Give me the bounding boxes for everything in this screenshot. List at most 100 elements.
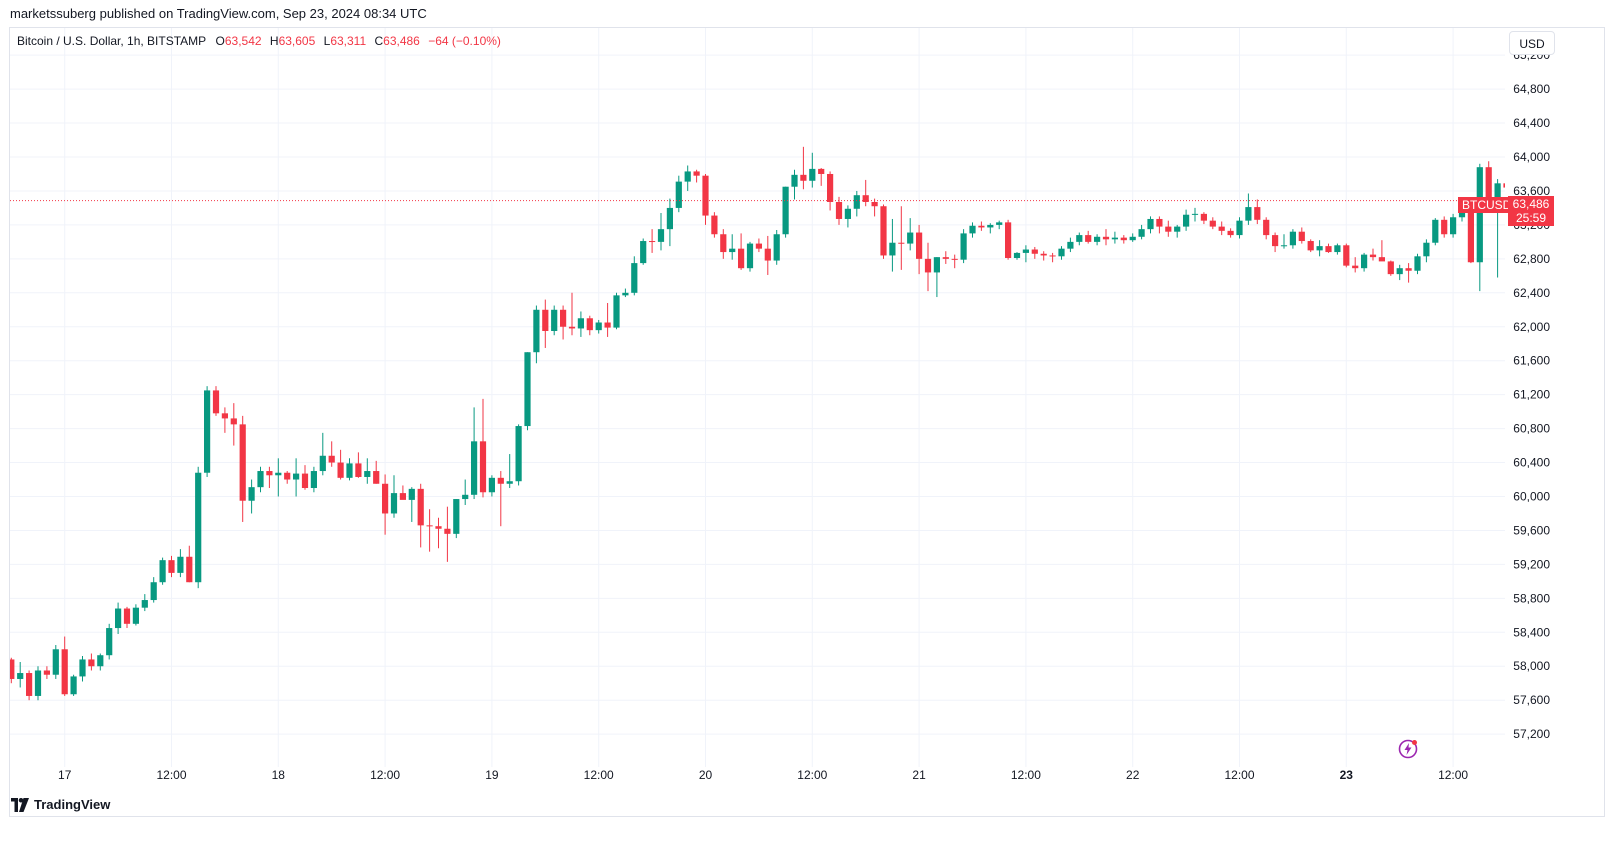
candle (1387, 260, 1394, 276)
candle (640, 238, 647, 265)
candle-body (720, 234, 727, 253)
candle (746, 241, 754, 272)
candle-body (337, 462, 344, 478)
candle (568, 292, 576, 336)
candle-body (835, 201, 843, 219)
candle (889, 218, 896, 272)
candle (586, 315, 593, 336)
candle (399, 485, 406, 500)
candle-body (898, 242, 905, 244)
candle-body (373, 471, 380, 484)
candle-body (1218, 226, 1225, 231)
candle-body (230, 418, 237, 425)
time-axis[interactable]: 17 12:00 18 12:00 19 12:00 20 12:00 21 12:00 22 12:… (58, 768, 1468, 782)
candle-body (1191, 213, 1199, 215)
candle-body (1120, 237, 1127, 241)
candle (1316, 240, 1323, 257)
time-tick-label: 12:00 (584, 768, 614, 782)
candle (1405, 263, 1412, 283)
candle-body (738, 248, 745, 269)
candle-body (862, 195, 869, 202)
candle-body (853, 195, 860, 209)
candle-body (204, 390, 211, 473)
lightning-bolt-icon[interactable] (1398, 739, 1418, 759)
candle-body (907, 232, 914, 244)
candle-body (951, 258, 958, 260)
legend-change: −64 (−0.10%) (428, 34, 501, 48)
candle-body (1343, 245, 1350, 266)
candle (649, 229, 656, 253)
candle-body (960, 233, 967, 260)
candle-body (1361, 254, 1368, 269)
candle-body (408, 488, 415, 500)
price-axis[interactable]: 57,200 57,600 58,000 58,400 58,800 59,200 59,6… (1513, 48, 1550, 741)
candle-body (115, 608, 122, 629)
symbol-legend: Bitcoin / U.S. Dollar, 1h, BITSTAMP O63,… (17, 34, 506, 48)
time-tick-label: 12:00 (156, 768, 186, 782)
candle-body (1476, 167, 1483, 263)
candle (1058, 246, 1065, 260)
candle-body (1450, 217, 1457, 235)
candle (248, 479, 255, 514)
candle (1022, 245, 1029, 263)
candle (782, 186, 789, 238)
candle (1307, 239, 1314, 253)
price-tick-label: 62,000 (1513, 320, 1550, 334)
candle-body (666, 207, 673, 230)
candle-body (97, 655, 104, 667)
price-tick-label: 61,600 (1513, 354, 1550, 368)
candle (675, 175, 682, 213)
candle (355, 452, 362, 478)
candle-body (1245, 207, 1252, 221)
candle (115, 602, 122, 634)
candle (275, 458, 282, 497)
candle (284, 471, 291, 484)
time-tick-label: 12:00 (1438, 768, 1468, 782)
price-tick-label: 64,400 (1513, 116, 1550, 130)
candle (524, 352, 531, 431)
footer-brand[interactable]: TradingView (10, 797, 110, 812)
candle (1245, 193, 1252, 225)
candle-body (604, 322, 611, 328)
candle-body (577, 318, 584, 329)
candle (346, 458, 353, 481)
candle (266, 466, 273, 489)
candle-body (818, 168, 825, 174)
legend-low-label: L (323, 34, 331, 48)
candle (1298, 227, 1305, 244)
publisher-line: marketssuberg published on TradingView.c… (10, 6, 427, 21)
candle (800, 146, 807, 190)
candle (373, 460, 380, 484)
candle-body (693, 171, 700, 176)
price-tick-label: 61,200 (1513, 388, 1550, 402)
candle-body (533, 309, 540, 353)
candle (1280, 234, 1288, 249)
candle-body (764, 248, 771, 261)
candle-body (1325, 246, 1332, 253)
candle-body (1058, 248, 1065, 257)
candle (1191, 207, 1199, 222)
candle-body (10, 659, 15, 679)
candle-body (782, 186, 789, 235)
candle (1414, 253, 1421, 275)
candle-body (631, 263, 638, 293)
candle-body (871, 201, 878, 207)
candle (720, 229, 727, 259)
candle-body (791, 174, 798, 187)
candle-body (1165, 226, 1172, 232)
candle (1378, 240, 1385, 262)
candle-body (390, 493, 398, 514)
candle-body (88, 659, 95, 667)
candle-body (1174, 226, 1181, 232)
price-tick-label: 62,400 (1513, 286, 1550, 300)
candle-body (79, 659, 86, 677)
candle (604, 302, 611, 337)
candle (711, 212, 718, 238)
candle-body (1183, 214, 1190, 227)
candle (969, 222, 976, 238)
candle (1361, 252, 1368, 272)
candle (871, 198, 878, 217)
candle-body (1129, 236, 1136, 241)
currency-button[interactable]: USD (1509, 31, 1555, 55)
